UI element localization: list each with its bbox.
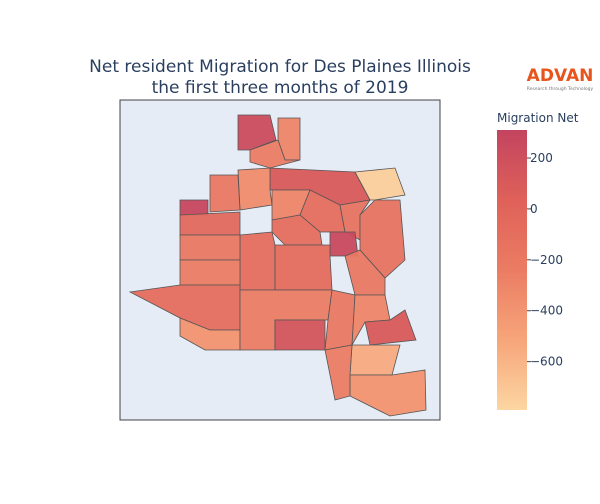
logo-tagline: Research through Technology	[527, 86, 594, 92]
colorbar-tick-label: −400	[530, 304, 563, 318]
region	[239, 231, 276, 291]
region	[179, 234, 241, 261]
region	[349, 344, 401, 376]
region	[274, 319, 326, 351]
region	[179, 199, 209, 216]
region	[179, 211, 241, 236]
regions	[128, 114, 427, 417]
colorbar-tick-label: 0	[530, 202, 538, 216]
region	[249, 139, 301, 169]
colorbar-tick-label: 200	[530, 151, 553, 165]
region	[344, 249, 386, 296]
colorbar	[497, 130, 527, 410]
title-line: Net resident Migration for Des Plaines I…	[89, 57, 471, 77]
region	[274, 244, 333, 291]
region	[209, 174, 241, 213]
colorbar-tick-label: −200	[530, 253, 563, 267]
region	[324, 344, 353, 401]
region	[364, 309, 417, 346]
logo: ADVAN	[527, 66, 594, 86]
region	[237, 167, 273, 211]
region	[179, 259, 241, 286]
region	[354, 167, 406, 201]
title-line: the first three months of 2019	[152, 78, 409, 98]
colorbar-title: Migration Net	[497, 111, 579, 125]
colorbar-tick-label: −600	[530, 355, 563, 369]
